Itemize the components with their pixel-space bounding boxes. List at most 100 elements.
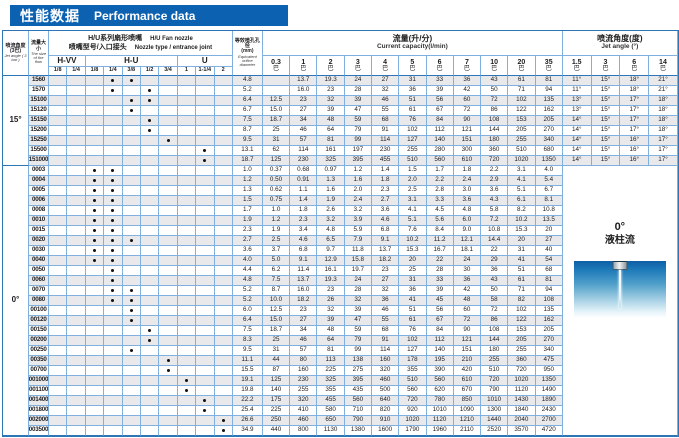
- capacity-cell: 151: [453, 136, 482, 146]
- nozzle-availability-cell: [85, 166, 105, 176]
- dot-marker: [111, 89, 115, 92]
- capacity-cell: 3.6: [453, 196, 482, 206]
- capacity-cell: 25: [262, 126, 291, 136]
- capacity-cell: 71: [508, 286, 536, 296]
- nozzle-availability-cell: [104, 396, 123, 406]
- capacity-cell: 18.1: [453, 246, 482, 256]
- nozzle-availability-cell: [85, 226, 105, 236]
- nozzle-availability-cell: [159, 156, 178, 166]
- capacity-cell: 99: [344, 136, 372, 146]
- capacity-cell: 82: [508, 296, 536, 306]
- nozzle-availability-cell: [140, 346, 160, 356]
- capacity-cell: 20: [508, 236, 536, 246]
- capacity-cell: 1.9: [262, 226, 291, 236]
- capacity-cell: 47: [344, 316, 372, 326]
- nozzle-availability-cell: [49, 156, 68, 166]
- nozzle-availability-cell: [122, 86, 141, 96]
- capacity-cell: 325: [317, 156, 345, 166]
- capacity-cell: 360: [481, 146, 509, 156]
- orifice-cell: 11.1: [232, 356, 263, 366]
- nozzle-availability-cell: [104, 196, 123, 206]
- nozzle-availability-cell: [214, 246, 233, 256]
- nozzle-availability-cell: [177, 76, 197, 86]
- capacity-cell: 86: [481, 106, 509, 116]
- capacity-cell: 41: [508, 256, 536, 266]
- nozzle-availability-cell: [104, 106, 123, 116]
- nozzle-availability-cell: [214, 86, 233, 96]
- nozzle-availability-cell: [196, 126, 215, 136]
- capacity-cell: 820: [371, 406, 400, 416]
- nozzle-availability-cell: [49, 206, 68, 216]
- capacity-cell: 25: [399, 266, 427, 276]
- capacity-cell: 1430: [508, 396, 536, 406]
- capacity-group-zh: 流量(升/分): [392, 34, 433, 44]
- nozzle-group-zh2: 喷嘴型号/入口接头: [68, 43, 127, 51]
- capacity-cell: 1.8: [290, 206, 318, 216]
- nozzle-availability-cell: [104, 386, 123, 396]
- capacity-cell: 1.3: [317, 176, 345, 186]
- nozzle-availability-cell: [67, 376, 86, 386]
- capacity-cell: 42: [453, 286, 482, 296]
- capacity-cell: 6.5: [317, 236, 345, 246]
- stream-icon: [618, 270, 621, 309]
- nozzle-group-zh1: H/U系列扇形喷嘴: [88, 35, 143, 43]
- nozzle-availability-cell: [122, 126, 141, 136]
- capacity-cell: 140: [262, 386, 291, 396]
- capacity-cell: 1.4: [371, 166, 400, 176]
- capacity-cell: 11.4: [290, 266, 318, 276]
- capacity-cell: 6.0: [453, 216, 482, 226]
- nozzle-availability-cell: [104, 346, 123, 356]
- capacity-cell: 59: [344, 116, 372, 126]
- nozzle-availability-cell: [196, 256, 215, 266]
- capacity-cell: 15.0: [262, 106, 291, 116]
- nozzle-availability-cell: [196, 376, 215, 386]
- nozzle-availability-cell: [85, 176, 105, 186]
- nozzle-availability-cell: [49, 266, 68, 276]
- capacity-cell: 61: [508, 76, 536, 86]
- capacity-cell: 355: [399, 366, 427, 376]
- capacity-cell: 560: [426, 376, 454, 386]
- capacity-cell: 1090: [453, 406, 482, 416]
- capacity-cell: 395: [344, 376, 372, 386]
- orifice-cell: 18.7: [232, 156, 263, 166]
- nozzle-availability-cell: [159, 416, 178, 426]
- row-flow-label: 001000: [29, 376, 49, 386]
- nozzle-availability-cell: [104, 216, 123, 226]
- capacity-cell: 15.3: [399, 246, 427, 256]
- capacity-cell: 460: [371, 376, 400, 386]
- dot-marker: [148, 129, 152, 132]
- capacity-cell: 2.4: [453, 176, 482, 186]
- nozzle-availability-cell: [159, 116, 178, 126]
- capacity-cell: 112: [426, 126, 454, 136]
- nozzle-availability-cell: [159, 126, 178, 136]
- pressure-value: 0.3: [271, 58, 281, 66]
- capacity-cell: 13.5: [535, 216, 563, 226]
- pressure-unit: 巴: [463, 66, 470, 73]
- pressure-unit: 巴: [354, 66, 361, 73]
- pressure-value: 20: [517, 58, 526, 66]
- capacity-cell: [262, 76, 291, 86]
- nozzle-availability-cell: [214, 116, 233, 126]
- nozzle-availability-cell: [159, 426, 178, 436]
- nozzle-availability-cell: [85, 366, 105, 376]
- capacity-cell: 275: [344, 366, 372, 376]
- pressure-value: 6: [632, 58, 637, 66]
- nozzle-availability-cell: [85, 266, 105, 276]
- nozzle-availability-cell: [49, 136, 68, 146]
- pressure-value: 6: [437, 58, 442, 66]
- pressure-unit: 巴: [273, 66, 280, 73]
- nozzle-availability-cell: [122, 326, 141, 336]
- capacity-cell: 9.7: [317, 246, 345, 256]
- nozzle-availability-cell: [214, 136, 233, 146]
- nozzle-availability-cell: [67, 146, 86, 156]
- capacity-cell: 6.1: [508, 196, 536, 206]
- capacity-pressure-header: 0.3 巴: [262, 56, 291, 76]
- dot-marker: [148, 99, 152, 102]
- capacity-cell: 34: [290, 116, 318, 126]
- capacity-cell: 27: [371, 276, 400, 286]
- nozzle-availability-cell: [159, 146, 178, 156]
- capacity-cell: 8.1: [535, 196, 563, 206]
- nozzle-availability-cell: [214, 306, 233, 316]
